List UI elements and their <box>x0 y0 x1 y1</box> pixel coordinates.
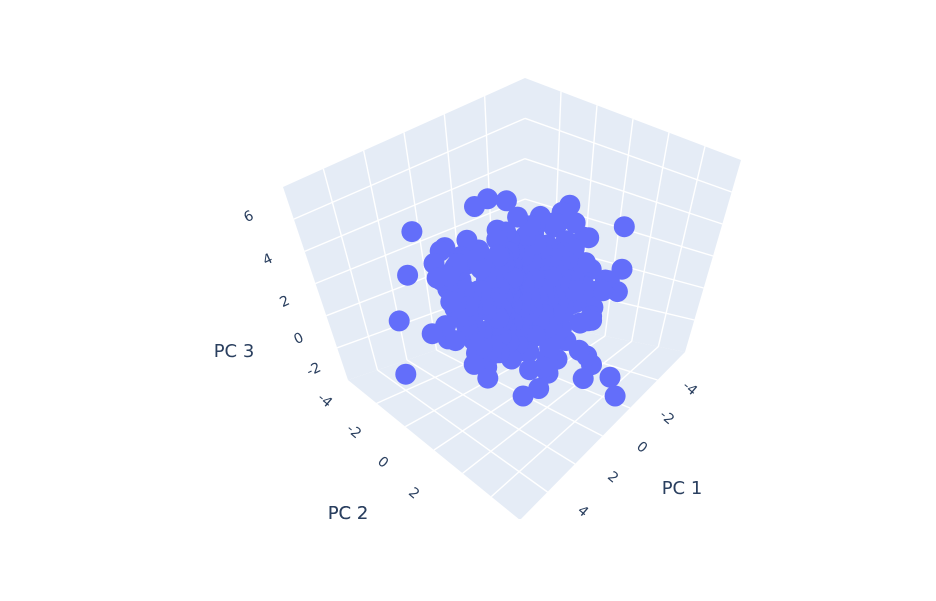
data-point <box>395 363 417 385</box>
z-tick-label: 2 <box>277 293 292 311</box>
data-point <box>464 196 485 217</box>
data-point <box>477 367 499 389</box>
y-axis-title: PC 2 <box>328 503 369 524</box>
z-tick-label: 6 <box>241 208 256 226</box>
data-point <box>569 312 591 334</box>
x-tick-label: 0 <box>633 439 650 457</box>
gridline <box>490 346 659 498</box>
data-point <box>463 353 485 375</box>
data-point <box>486 228 508 250</box>
data-point <box>604 385 626 407</box>
data-point <box>426 267 448 289</box>
data-point <box>440 291 462 313</box>
data-point <box>456 229 478 251</box>
data-point <box>519 359 541 381</box>
data-point <box>528 378 550 399</box>
x-tick-label: 4 <box>574 503 591 521</box>
bottom-crop <box>0 519 936 601</box>
gridline <box>403 132 438 351</box>
z-axis-title: PC 3 <box>214 341 255 362</box>
data-point <box>401 221 423 243</box>
x-tick-label: -2 <box>656 407 677 428</box>
data-point <box>421 323 443 345</box>
gridline <box>630 132 670 342</box>
data-point <box>613 216 635 238</box>
z-tick-label: 0 <box>291 330 306 348</box>
data-point <box>487 244 509 266</box>
y-tick-label: -4 <box>314 390 335 411</box>
data-point <box>507 206 529 228</box>
gridline <box>657 146 706 347</box>
data-point <box>591 279 613 301</box>
z-tick-label: -2 <box>304 360 323 380</box>
z-tick-label: 4 <box>260 251 275 269</box>
data-point <box>599 366 621 388</box>
x-tick-label: 2 <box>604 469 621 487</box>
data-point <box>397 264 419 286</box>
y-tick-label: 0 <box>374 454 391 472</box>
y-axis-title-visible: PC 2 <box>328 503 369 524</box>
data-point <box>512 385 534 407</box>
x-tick-label: -4 <box>679 378 700 399</box>
data-points <box>388 188 635 407</box>
y-tick-label: 2 <box>405 485 422 503</box>
data-point <box>539 337 561 358</box>
data-point <box>572 368 594 389</box>
data-point <box>445 330 466 352</box>
axis-titles: PC 3 PC 2 PC 1 <box>214 341 703 524</box>
data-point <box>388 310 410 332</box>
data-point <box>495 190 517 212</box>
gridline <box>462 340 633 474</box>
gridline <box>322 168 379 371</box>
x-axis-title: PC 1 <box>662 478 703 499</box>
y-tick-label: -2 <box>343 421 364 442</box>
floor-plane <box>348 320 685 520</box>
